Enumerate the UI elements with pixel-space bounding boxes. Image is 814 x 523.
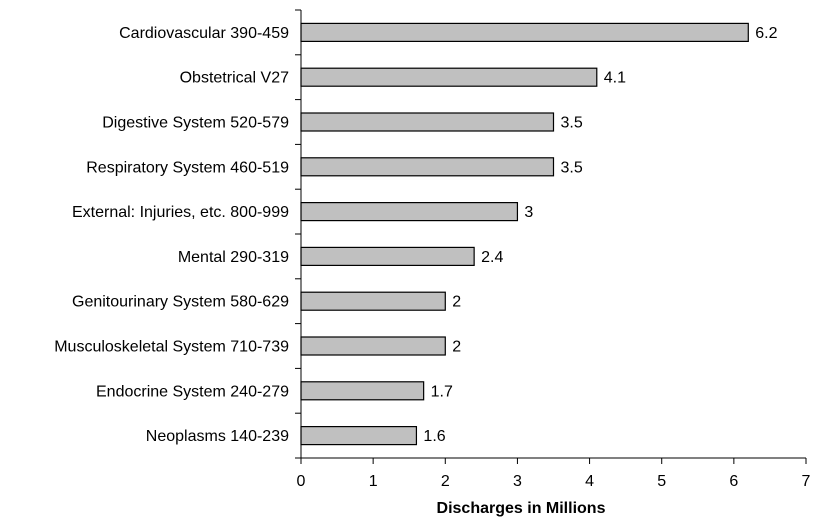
category-label: Mental 290-319 — [178, 249, 289, 266]
bar — [300, 202, 519, 222]
x-tick-labels-group: 0 1 2 3 4 5 6 7 — [297, 473, 811, 490]
x-tick-label: 0 — [297, 473, 306, 490]
category-label: Digestive System 520-579 — [102, 115, 289, 132]
category-labels-group: Cardiovascular 390-459 Obstetrical V27 Dig… — [54, 25, 289, 445]
category-label: Neoplasms 140-239 — [146, 428, 289, 445]
data-label: 1.7 — [431, 383, 453, 400]
x-tick-label: 6 — [729, 473, 738, 490]
x-tick-label: 5 — [657, 473, 666, 490]
bar — [300, 67, 598, 87]
data-labels-group: 6.2 4.1 3.5 3.5 3 2.4 2 2 1.7 1.6 — [423, 25, 777, 445]
data-label: 2 — [452, 294, 461, 311]
x-tick-label: 3 — [513, 473, 522, 490]
bar — [300, 22, 749, 42]
x-tick-label: 2 — [441, 473, 450, 490]
bar — [300, 381, 425, 401]
data-label: 4.1 — [604, 70, 626, 87]
category-label: Musculoskeletal System 710-739 — [54, 339, 289, 356]
data-label: 3.5 — [561, 115, 583, 132]
bars-group — [300, 22, 749, 446]
category-label: Cardiovascular 390-459 — [119, 25, 289, 42]
bar — [300, 426, 418, 446]
axes-group — [295, 9, 807, 464]
data-label: 3.5 — [561, 159, 583, 176]
bar — [300, 291, 446, 311]
category-label: Obstetrical V27 — [180, 70, 289, 87]
category-label: Genitourinary System 580-629 — [72, 294, 289, 311]
data-label: 1.6 — [423, 428, 445, 445]
bar — [300, 157, 555, 177]
x-axis-title: Discharges in Millions — [437, 500, 606, 517]
bar — [300, 336, 446, 356]
data-label: 3 — [524, 204, 533, 221]
data-label: 2.4 — [481, 249, 503, 266]
bar — [300, 246, 475, 266]
x-tick-label: 1 — [369, 473, 378, 490]
category-label: Respiratory System 460-519 — [86, 159, 289, 176]
x-tick-label: 7 — [802, 473, 811, 490]
category-label: External: Injuries, etc. 800-999 — [72, 204, 289, 221]
data-label: 2 — [452, 339, 461, 356]
x-tick-label: 4 — [585, 473, 594, 490]
bar — [300, 112, 555, 132]
data-label: 6.2 — [755, 25, 777, 42]
category-label: Endocrine System 240-279 — [96, 383, 289, 400]
